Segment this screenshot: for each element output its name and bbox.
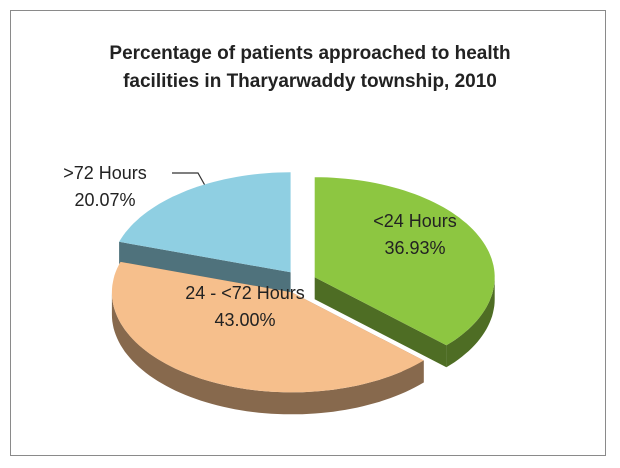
slice-top bbox=[119, 172, 291, 273]
slice-value-label: 36.93% bbox=[384, 238, 446, 258]
slice-label: <24 Hours 36.93% bbox=[350, 208, 480, 262]
slice-category-label: <24 Hours bbox=[373, 211, 457, 231]
slice bbox=[119, 172, 291, 295]
chart-title: Percentage of patients approached to hea… bbox=[109, 43, 511, 92]
slice-value-label: 20.07% bbox=[74, 190, 136, 210]
slice bbox=[314, 177, 495, 368]
slice-radial-wall bbox=[119, 241, 291, 295]
slice-side bbox=[111, 292, 424, 415]
slice-radial-wall bbox=[314, 277, 447, 368]
slice-label: 24 - <72 Hours 43.00% bbox=[185, 280, 305, 334]
slice-value-label: 43.00% bbox=[214, 310, 276, 330]
slice bbox=[111, 261, 424, 415]
slice-top bbox=[111, 261, 424, 393]
slice-top bbox=[314, 177, 495, 346]
slice-category-label: 24 - <72 Hours bbox=[185, 283, 305, 303]
chart-frame bbox=[10, 10, 606, 456]
slice-category-label: >72 Hours bbox=[63, 163, 147, 183]
slice-side bbox=[446, 277, 495, 368]
slice-label: >72 Hours 20.07% bbox=[40, 160, 170, 214]
